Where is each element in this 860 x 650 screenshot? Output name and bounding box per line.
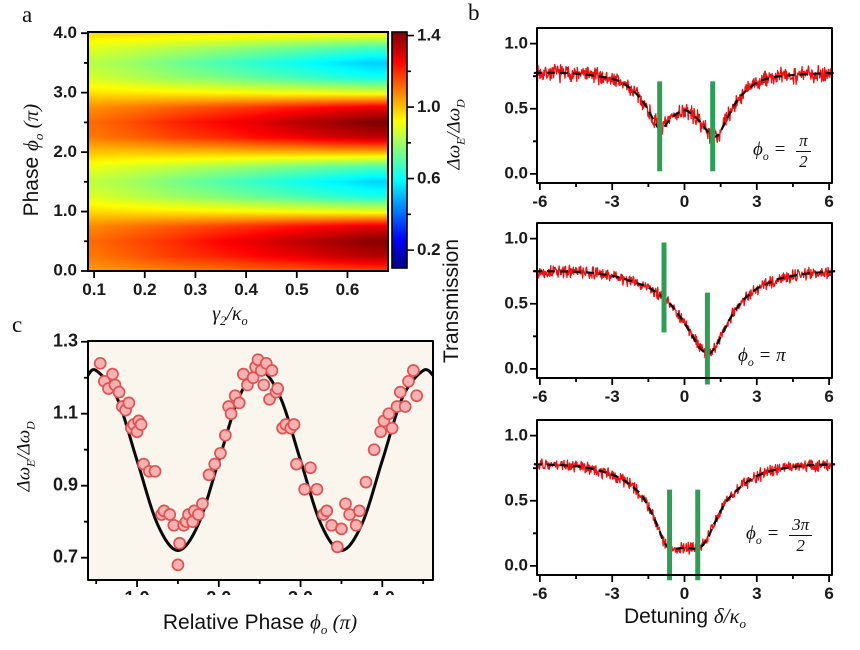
panel-b-plot1-canvas bbox=[480, 12, 858, 212]
panel-c-y-axis-title: ΔωE/ΔωD bbox=[13, 421, 38, 492]
panel-b2-phase-annotation: ϕo = π bbox=[738, 345, 786, 369]
colorbar-title: ΔωE/ΔωD bbox=[443, 99, 468, 170]
panel-a-letter: a bbox=[22, 2, 33, 27]
panel-b3-phase-annotation: ϕo = 3π 2 bbox=[746, 516, 813, 555]
panel-a-x-axis-title: γ2/κo bbox=[212, 303, 248, 328]
panel-b-x-axis-title: Detuning δ/κo bbox=[623, 604, 747, 632]
panel-b-plot2-canvas bbox=[480, 207, 858, 407]
panel-b-plot3-canvas bbox=[480, 404, 858, 606]
panel-a-y-axis-title: Phase ϕo (π) bbox=[18, 103, 47, 217]
panel-a-heatmap-canvas bbox=[40, 12, 465, 330]
panel-c-letter: c bbox=[12, 312, 23, 337]
panel-b-letter: b bbox=[468, 0, 480, 25]
panel-b-y-axis-title: Transmission bbox=[440, 238, 463, 364]
fraction: 3π 2 bbox=[789, 516, 813, 555]
panel-c-x-axis-title: Relative Phase ϕo (π) bbox=[162, 610, 358, 638]
panel-c-scatter-canvas bbox=[30, 323, 460, 595]
